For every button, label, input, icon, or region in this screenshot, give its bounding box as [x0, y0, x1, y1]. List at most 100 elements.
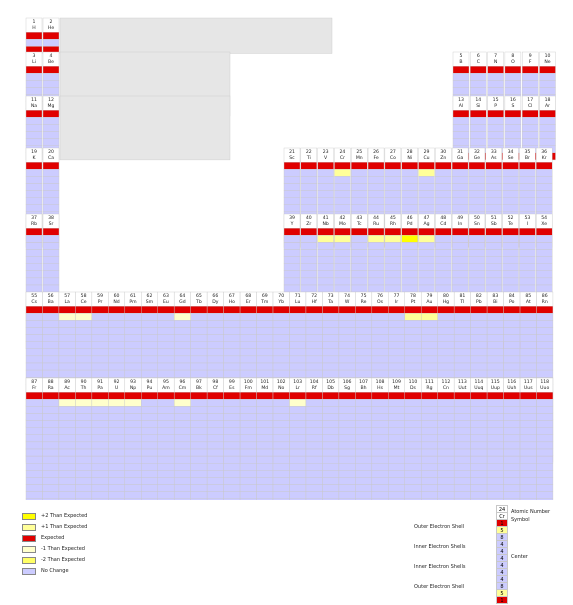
shell-cell-105-16 [322, 491, 340, 499]
shell-cell-102-12 [272, 463, 290, 471]
shell-cell-73-8 [322, 348, 340, 357]
atomic-number-55: 55 [31, 293, 37, 299]
shell-cell-60-3 [108, 313, 125, 321]
shell-cell-10-5 [539, 87, 556, 95]
shell-cell-80-5 [437, 327, 455, 335]
shell-cell-115-2 [486, 392, 504, 400]
shell-cell-93-3 [124, 399, 142, 407]
shell-cell-56-10 [42, 362, 60, 371]
shell-cell-68-6 [239, 334, 257, 342]
atomic-number-82: 82 [476, 293, 482, 299]
shell-cell-5-3 [452, 73, 470, 81]
shell-cell-116-16 [503, 491, 521, 499]
shell-cell-71-9 [289, 355, 307, 364]
shell-cell-111-11 [421, 455, 438, 464]
shell-cell-42-7 [334, 263, 351, 272]
atomic-number-67: 67 [229, 293, 235, 299]
shell-cell-106-12 [338, 463, 356, 471]
shell-cell-55-2 [25, 306, 43, 314]
element-symbol-33: As [491, 155, 497, 161]
shell-cell-94-16 [141, 491, 158, 499]
shell-cell-110-10 [404, 448, 422, 457]
shell-cell-49-7 [451, 263, 469, 272]
shell-cell-92-15 [108, 484, 125, 492]
shell-cell-105-13 [322, 470, 340, 478]
shell-cell-118-14 [536, 477, 554, 485]
shell-cell-25-2 [351, 161, 368, 170]
shell-cell-100-2 [239, 392, 257, 400]
shell-cell-109-7 [388, 427, 405, 436]
shell-cell-13-2 [452, 109, 470, 118]
atomic-number-1: 1 [33, 19, 36, 25]
shell-cell-19-2 [25, 161, 43, 170]
shell-cell-118-16 [536, 491, 554, 499]
shell-cell-44-6 [367, 256, 385, 264]
shell-cell-110-2 [404, 392, 422, 400]
shell-cell-77-6 [388, 334, 405, 342]
shell-cell-101-16 [256, 491, 274, 499]
shell-cell-53-10 [519, 284, 536, 293]
element-symbol-63: Eu [163, 299, 169, 305]
element-symbol-49: In [458, 221, 462, 227]
shell-cell-84-8 [503, 348, 521, 357]
atomic-number-110: 110 [409, 379, 418, 385]
shell-cell-71-6 [289, 334, 307, 342]
shell-cell-46-2 [401, 227, 418, 236]
shell-cell-8-3 [504, 73, 522, 81]
shell-cell-54-7 [535, 263, 553, 272]
shell-cell-7-4 [487, 80, 504, 88]
shell-cell-52-8 [502, 270, 519, 279]
element-symbol-101: Md [261, 385, 268, 391]
shell-cell-9-4 [522, 80, 539, 88]
shell-cell-108-12 [371, 463, 389, 471]
shell-cell-44-8 [367, 270, 385, 279]
shell-cell-96-10 [174, 448, 191, 457]
shell-cell-93-14 [124, 477, 142, 485]
atomic-number-84: 84 [509, 293, 515, 299]
element-symbol-50: Sn [474, 221, 480, 227]
shell-cell-60-11 [108, 369, 125, 378]
atomic-number-54: 54 [541, 215, 547, 221]
shell-cell-59-9 [91, 355, 109, 364]
shell-cell-108-9 [371, 441, 389, 450]
shell-cell-87-5 [25, 413, 43, 421]
shell-cell-88-12 [42, 463, 60, 471]
shell-cell-82-9 [470, 355, 488, 364]
shell-cell-117-4 [519, 406, 537, 414]
shell-cell-21-5 [283, 183, 301, 191]
shell-cell-104-3 [305, 399, 323, 407]
shell-cell-84-7 [503, 341, 521, 350]
shell-cell-101-9 [256, 441, 274, 450]
shell-cell-80-2 [437, 306, 455, 314]
shell-cell-87-14 [25, 477, 43, 485]
shell-cell-21-8 [283, 204, 301, 213]
element-symbol-77: Ir [395, 299, 398, 305]
shell-cell-80-8 [437, 348, 455, 357]
shell-cell-102-2 [272, 392, 290, 400]
shell-cell-65-7 [190, 341, 208, 350]
element-symbol-67: Ho [229, 299, 235, 305]
shell-cell-41-10 [317, 284, 334, 293]
legend-label-0: +2 Than Expected [41, 513, 88, 519]
shell-cell-111-2 [421, 392, 438, 400]
shell-cell-39-4 [283, 242, 301, 250]
shell-cell-95-13 [157, 470, 175, 478]
shell-cell-105-2 [322, 392, 340, 400]
atomic-number-58: 58 [81, 293, 87, 299]
atomic-number-31: 31 [457, 149, 463, 155]
shell-cell-79-5 [421, 327, 438, 335]
shell-cell-44-3 [367, 235, 385, 243]
shell-cell-79-3 [421, 313, 438, 321]
shell-cell-81-8 [453, 348, 471, 357]
shell-cell-116-2 [503, 392, 521, 400]
shell-cell-81-10 [453, 362, 471, 371]
shell-cell-83-4 [486, 320, 504, 328]
shell-cell-99-15 [223, 484, 241, 492]
shell-cell-50-5 [468, 249, 486, 257]
shell-cell-55-5 [25, 327, 43, 335]
shell-cell-64-8 [174, 348, 191, 357]
shell-cell-65-3 [190, 313, 208, 321]
shell-cell-45-9 [384, 277, 402, 286]
element-symbol-91: Pa [97, 385, 103, 391]
shell-cell-70-10 [272, 362, 290, 371]
